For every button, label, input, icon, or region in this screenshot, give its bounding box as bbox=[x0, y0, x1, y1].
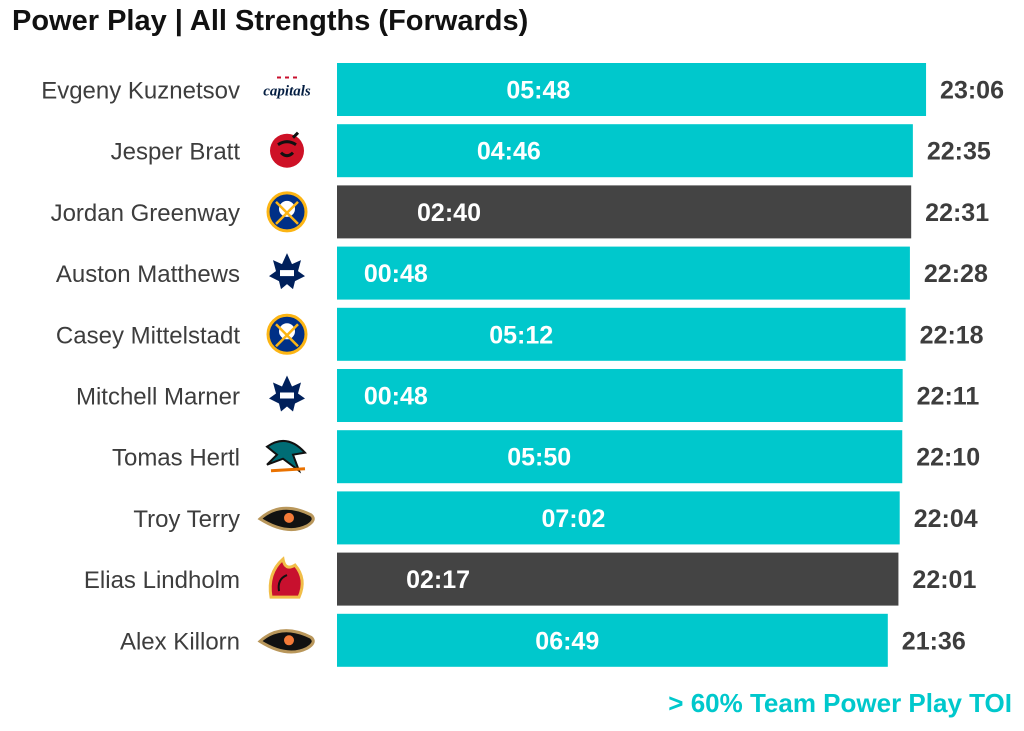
total-toi-label: 22:31 bbox=[925, 199, 989, 227]
player-row: Troy Terry 07:02 22:04 bbox=[133, 491, 978, 545]
toi-bar bbox=[337, 307, 906, 361]
capitals-logo-icon: capitals bbox=[263, 76, 311, 100]
player-name: Jordan Greenway bbox=[51, 200, 240, 227]
toi-bar bbox=[337, 369, 903, 422]
pp-toi-label: 00:48 bbox=[364, 383, 428, 411]
player-row: Alex Killorn 06:49 21:36 bbox=[120, 613, 966, 667]
player-row: Mitchell Marner 00:48 22:11 bbox=[76, 369, 979, 422]
player-row: Tomas Hertl 05:50 22:10 bbox=[112, 430, 980, 484]
pp-toi-label: 02:40 bbox=[417, 199, 481, 227]
total-toi-label: 22:11 bbox=[917, 383, 980, 411]
player-name: Casey Mittelstadt bbox=[56, 322, 240, 349]
sharks-logo-icon bbox=[265, 439, 307, 474]
player-row: Jordan Greenway 02:40 22:31 bbox=[51, 185, 989, 239]
toi-bar bbox=[337, 63, 927, 116]
toi-bar bbox=[337, 491, 900, 545]
svg-text:capitals: capitals bbox=[263, 84, 311, 100]
maple-leafs-logo-icon bbox=[269, 253, 305, 290]
ducks-logo-icon bbox=[257, 629, 315, 654]
player-name: Evgeny Kuznetsov bbox=[41, 78, 240, 105]
toi-bar bbox=[337, 430, 903, 484]
sabres-logo-icon bbox=[266, 313, 308, 355]
pp-toi-label: 00:48 bbox=[364, 260, 428, 288]
toi-bar bbox=[337, 552, 899, 606]
pp-toi-label: 07:02 bbox=[541, 505, 605, 533]
player-name: Alex Killorn bbox=[120, 628, 240, 655]
player-name: Tomas Hertl bbox=[112, 445, 240, 472]
flames-logo-icon bbox=[268, 556, 304, 599]
player-name: Elias Lindholm bbox=[84, 567, 240, 594]
player-row: Auston Matthews 00:48 22:28 bbox=[56, 246, 988, 300]
player-row: Evgeny Kuznetsov capitals 05:48 23:06 bbox=[41, 63, 1004, 116]
player-row: Casey Mittelstadt 05:12 22:18 bbox=[56, 307, 984, 361]
toi-bar bbox=[337, 185, 912, 239]
maple-leafs-logo-icon bbox=[269, 375, 305, 412]
total-toi-label: 23:06 bbox=[940, 77, 1004, 105]
pp-toi-label: 06:49 bbox=[535, 627, 599, 655]
total-toi-label: 22:10 bbox=[916, 444, 980, 472]
pp-toi-label: 05:50 bbox=[507, 444, 571, 472]
pp-toi-label: 02:17 bbox=[406, 566, 470, 594]
sabres-logo-icon bbox=[266, 191, 308, 233]
toi-bar bbox=[337, 246, 910, 300]
total-toi-label: 22:35 bbox=[927, 138, 991, 166]
pp-toi-label: 05:12 bbox=[489, 321, 553, 349]
pp-toi-label: 05:48 bbox=[506, 77, 570, 105]
player-name: Troy Terry bbox=[133, 506, 240, 533]
player-row: Elias Lindholm 02:17 22:01 bbox=[84, 552, 976, 606]
player-name: Auston Matthews bbox=[56, 261, 240, 288]
total-toi-label: 21:36 bbox=[902, 627, 966, 655]
player-name: Mitchell Marner bbox=[76, 384, 240, 411]
toi-bar bbox=[337, 124, 913, 178]
pp-toi-label: 04:46 bbox=[477, 138, 541, 166]
total-toi-label: 22:04 bbox=[914, 505, 978, 533]
toi-bar bbox=[337, 613, 888, 667]
player-row: Jesper Bratt 04:46 22:35 bbox=[111, 124, 991, 178]
devils-logo-icon bbox=[270, 131, 304, 168]
chart-title: Power Play | All Strengths (Forwards) bbox=[12, 5, 529, 37]
total-toi-label: 22:01 bbox=[912, 566, 976, 594]
total-toi-label: 22:18 bbox=[920, 321, 984, 349]
player-name: Jesper Bratt bbox=[111, 139, 241, 166]
total-toi-label: 22:28 bbox=[924, 260, 988, 288]
legend-note: > 60% Team Power Play TOI bbox=[668, 688, 1012, 718]
ducks-logo-icon bbox=[257, 506, 315, 532]
